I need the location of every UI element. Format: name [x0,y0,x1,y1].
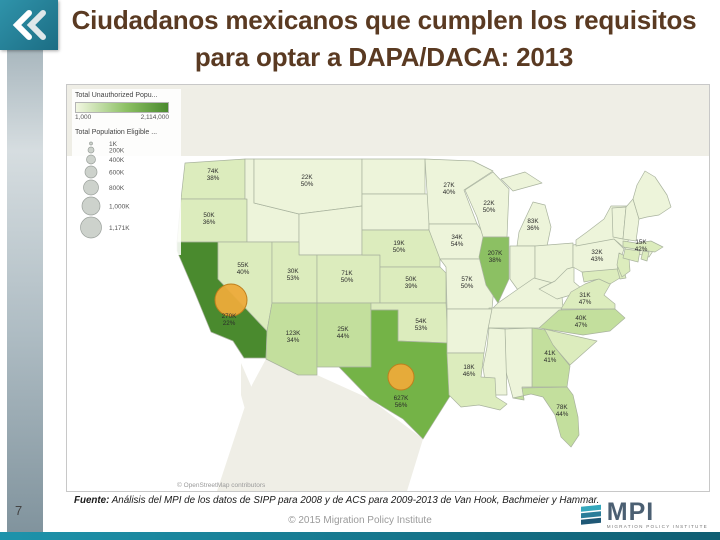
size-legend-label: 1,171K [109,225,130,232]
size-legend-circle [87,146,95,154]
state-west-virginia [538,266,582,300]
state-labels-group: 74K 38% 50K 36% 270K 22% 55K 40% 22K 50% 30K 53% 71K… [203,168,648,418]
state-value-label: 25K 44% [337,326,350,340]
mpi-acronym: MPI [606,498,655,526]
state-value-label: 123K 34% [286,330,302,344]
state-louisiana [446,352,508,411]
us-choropleth-map-panel: 74K 38% 50K 36% 270K 22% 55K 40% 22K 50% 30K 53% 71K… [66,84,710,492]
color-legend-max: 2,114,000 [140,114,169,121]
size-legend-circle [80,216,102,239]
mpi-flag-icon [580,504,601,525]
side-decoration-bar [7,0,43,540]
source-label: Fuente: [74,495,110,506]
state-value-label: 207K 38% [488,250,504,264]
eligible-bubble [214,283,248,317]
size-legend-title: Total Population Eligible ... [75,129,158,136]
state-value-label: 83K 36% [527,218,540,232]
color-legend-range: 1,000 2,114,000 [75,114,169,121]
state-florida [512,386,580,448]
slide-title: Ciudadanos mexicanos que cumplen los req… [52,2,716,76]
state-value-label: 30K 53% [287,268,300,282]
state-value-label: 18K 46% [463,364,476,378]
size-legend-label: 600K [109,170,125,177]
state-value-label: 71K 50% [341,270,354,284]
size-legend-label: 1K [109,141,118,148]
copyright-notice: © 2015 Migration Policy Institute [288,515,432,526]
eligible-population-bubbles [214,283,415,391]
state-arkansas [446,308,493,354]
state-new-hampshire [622,198,640,242]
state-value-label: 22K 50% [301,174,314,188]
source-note: Fuente: Análisis del MPI de los datos de… [74,495,694,506]
double-chevron-icon [12,10,46,40]
state-value-label: 270K 22% [222,313,238,327]
state-value-label: 50K 36% [203,212,216,226]
state-value-label: 74K 38% [207,168,220,182]
slide-title-line-1: Ciudadanos mexicanos que cumplen los req… [71,5,697,35]
source-text: Análisis del MPI de los datos de SIPP pa… [111,495,600,506]
size-legend-label: 1,000K [109,204,130,211]
map-legend: Total Unauthorized Popu... 1,000 2,114,0… [72,89,181,255]
state-value-label: 15K 42% [635,239,648,253]
size-legend-circle [84,165,98,179]
us-states-group: 74K 38% 50K 36% 270K 22% 55K 40% 22K 50% 30K 53% 71K… [176,158,672,448]
state-connecticut [622,248,641,263]
state-value-label: 19K 50% [393,240,406,254]
state-value-label: 627K 56% [394,395,410,409]
color-legend-min: 1,000 [75,114,92,121]
size-legend-label: 800K [109,185,125,192]
state-wyoming [298,205,363,256]
state-north-dakota [361,158,426,195]
page-number: 7 [15,503,23,518]
state-kansas [379,266,447,304]
mpi-caption: MIGRATION POLICY INSTITUTE [606,524,708,529]
mpi-logo: MPI MIGRATION POLICY INSTITUTE [579,498,708,530]
state-value-label: 57K 50% [461,276,474,290]
slide-title-line-2: para optar a DAPA/DACA: 2013 [194,42,574,72]
state-michigan [516,201,552,247]
state-value-label: 55K 40% [237,262,250,276]
state-maine [632,170,672,220]
size-legend-circle [81,196,101,216]
state-value-label: 32K 43% [591,249,604,263]
state-michigan-up [500,171,543,192]
size-legend-circle [83,179,99,196]
state-value-label: 31K 47% [579,292,592,306]
state-value-label: 78K 44% [556,404,569,418]
state-south-dakota [361,193,430,231]
mpi-text-block: MPI MIGRATION POLICY INSTITUTE [606,498,708,530]
size-legend-label: 200K [109,148,125,155]
size-legend-label: 400K [109,157,125,164]
color-legend-gradient-bar [75,102,169,113]
state-value-label: 54K 53% [415,318,428,332]
state-rhode-island [640,250,650,262]
state-north-carolina [538,308,626,336]
state-massachusetts [622,240,664,253]
mexico-landmass [217,359,423,491]
state-value-label: 40K 47% [575,315,588,329]
presentation-logo [0,0,58,50]
state-value-label: 27K 40% [443,182,456,196]
state-value-label: 22K 50% [483,200,496,214]
eligible-bubble [387,363,415,391]
color-legend-title: Total Unauthorized Popu... [75,92,158,99]
us-map: 74K 38% 50K 36% 270K 22% 55K 40% 22K 50% 30K 53% 71K… [67,85,709,491]
state-value-label: 50K 39% [405,276,418,290]
baja-landmass [241,363,265,445]
bottom-accent-strip [0,532,720,540]
state-value-label: 41K 41% [544,350,557,364]
size-legend-circle [89,141,93,146]
map-attribution: © OpenStreetMap contributors [177,482,266,489]
state-value-label: 34K 54% [451,234,464,248]
size-legend-circle [86,154,96,165]
